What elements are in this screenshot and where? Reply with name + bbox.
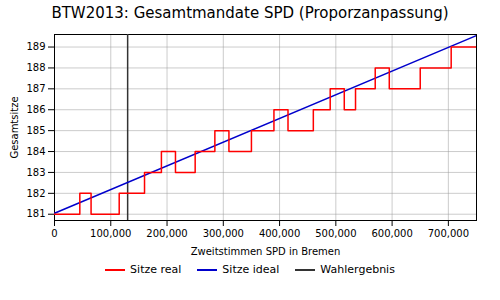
- svg-text:200,000: 200,000: [146, 228, 187, 239]
- svg-text:182: 182: [26, 188, 45, 199]
- svg-text:189: 189: [26, 41, 45, 52]
- html-text:Sitze ideal: Sitze ideal: [222, 263, 280, 276]
- svg-text:400,000: 400,000: [259, 228, 300, 239]
- svg-text:600,000: 600,000: [371, 228, 412, 239]
- svg-text:Zweitstimmen SPD in Bremen: Zweitstimmen SPD in Bremen: [191, 246, 341, 257]
- svg-text:187: 187: [26, 83, 45, 94]
- svg-text:186: 186: [26, 104, 45, 115]
- svg-text:184: 184: [26, 146, 45, 157]
- svg-text:0: 0: [51, 228, 57, 239]
- html-text:BTW2013: Gesamtmandate SPD (Pr: BTW2013: Gesamtmandate SPD (Proporzanpas…: [51, 4, 449, 22]
- svg-text:300,000: 300,000: [203, 228, 244, 239]
- svg-text:Gesamtsitze: Gesamtsitze: [9, 96, 20, 158]
- svg-text:183: 183: [26, 167, 45, 178]
- svg-text:700,000: 700,000: [428, 228, 469, 239]
- svg-text:185: 185: [26, 125, 45, 136]
- svg-text:188: 188: [26, 62, 45, 73]
- html-text:Sitze real: Sitze real: [130, 263, 182, 276]
- svg-text:500,000: 500,000: [315, 228, 356, 239]
- html-text:Wahlergebnis: Wahlergebnis: [320, 263, 395, 276]
- svg-text:100,000: 100,000: [90, 228, 131, 239]
- svg-text:181: 181: [26, 208, 45, 219]
